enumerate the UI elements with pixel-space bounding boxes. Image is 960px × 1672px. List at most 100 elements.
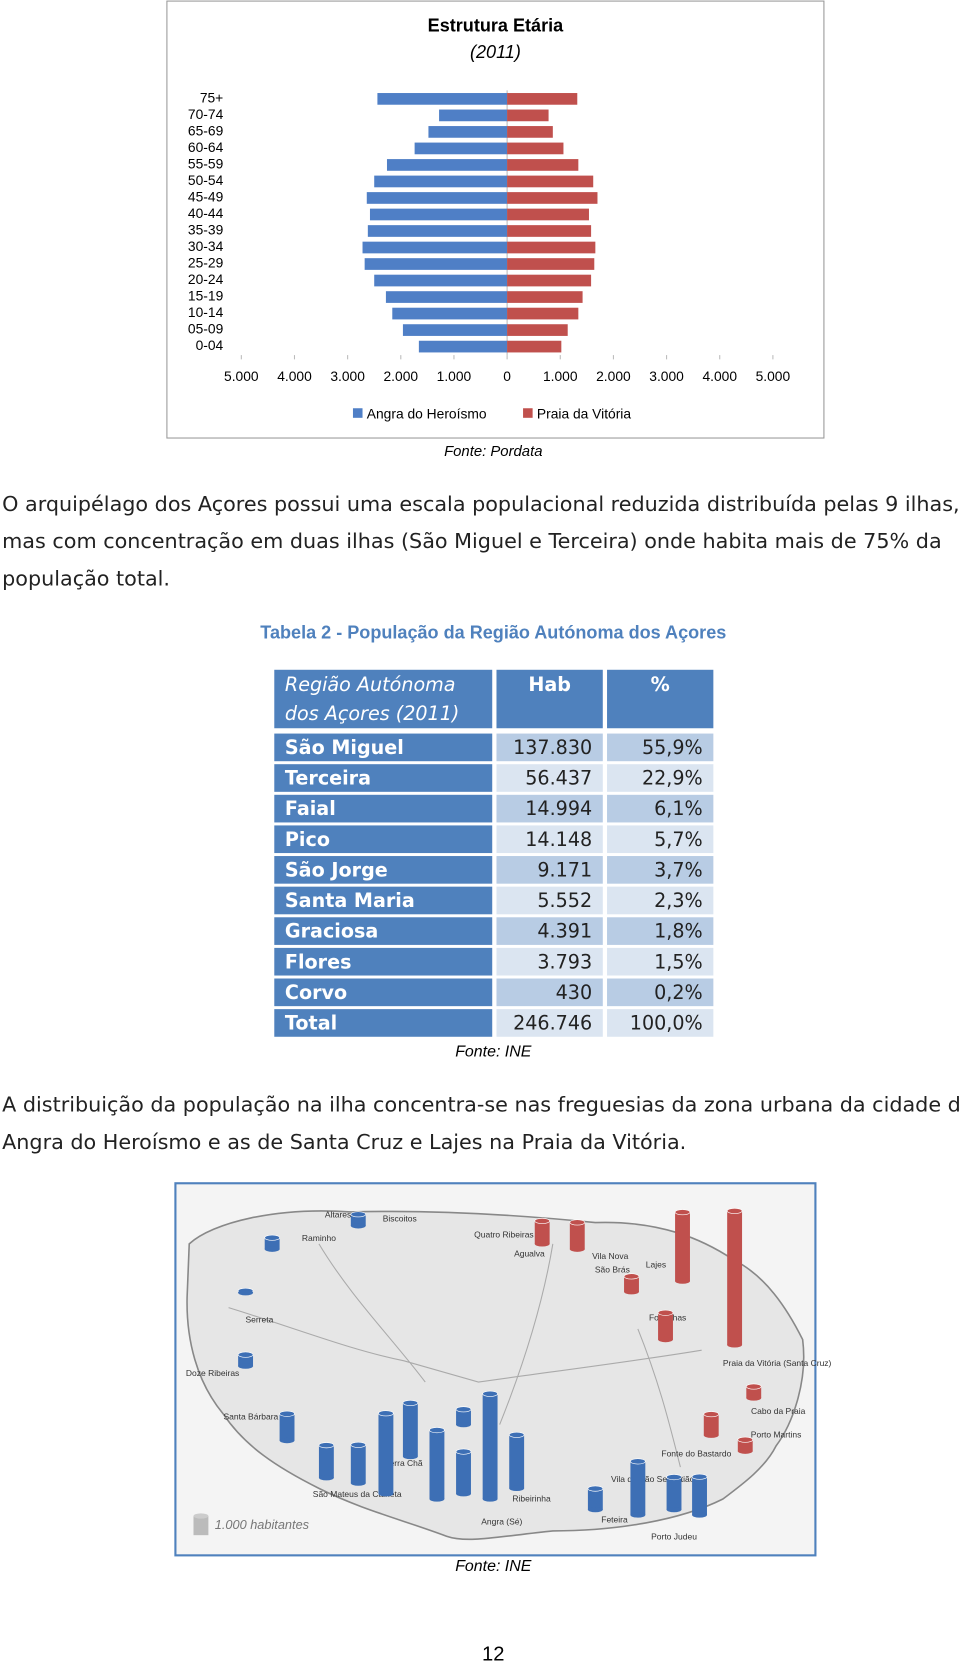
table-cell xyxy=(607,825,714,854)
category-label: 75+ xyxy=(200,90,223,106)
table-header-text: % xyxy=(651,673,670,696)
category-label: 65-69 xyxy=(188,123,224,139)
table-cell xyxy=(496,825,603,854)
table-cell-text: São Miguel xyxy=(285,736,404,759)
table-cell-text: 430 xyxy=(556,981,593,1004)
category-label: 50-54 xyxy=(188,172,224,188)
map-bar-top xyxy=(237,1351,254,1358)
map-label: Porto Martins xyxy=(751,1429,802,1439)
paragraph-line: A distribuição da população na ilha conc… xyxy=(2,1093,960,1117)
map-bar xyxy=(630,1461,646,1515)
table-cell xyxy=(496,947,603,976)
category-label: 20-24 xyxy=(188,271,224,287)
table-cell xyxy=(607,978,714,1007)
map-bar xyxy=(482,1393,498,1500)
map-bar-top xyxy=(455,1406,472,1413)
bar xyxy=(374,274,508,287)
table-cell-text: Pico xyxy=(285,828,330,851)
map-label: São Mateus da Calheta xyxy=(313,1489,402,1499)
map-label: Serreta xyxy=(245,1315,273,1325)
table-cell xyxy=(607,947,714,976)
legend-swatch xyxy=(352,408,363,418)
map-bar-top xyxy=(429,1427,445,1434)
table-cell xyxy=(496,856,603,884)
table-cell xyxy=(274,978,493,1007)
bar xyxy=(507,258,595,270)
bar xyxy=(507,274,592,287)
paragraph-line: mas com concentração em duas ilhas (São … xyxy=(2,529,942,553)
table-cell-text: 56.437 xyxy=(525,767,592,790)
map-bar-base xyxy=(402,1453,418,1460)
table-cell-text: 14.148 xyxy=(525,828,592,851)
bar xyxy=(377,93,508,105)
map-label: Lajes xyxy=(646,1259,666,1269)
bar xyxy=(507,340,562,353)
map-bar-base xyxy=(624,1289,639,1295)
category-label: 70-74 xyxy=(188,106,224,122)
map-bar xyxy=(746,1386,762,1399)
map-bar xyxy=(624,1276,639,1292)
table-cell-text: 2,3% xyxy=(654,889,703,912)
table-cell xyxy=(607,856,714,884)
category-label: 0-04 xyxy=(196,337,224,353)
map-source: Fonte: INE xyxy=(455,1558,532,1575)
map-label: Altares xyxy=(325,1209,351,1219)
table-cell-text: 22,9% xyxy=(642,767,703,790)
bar xyxy=(507,93,578,105)
table-cell xyxy=(274,856,493,884)
paragraph-line: O arquipélago dos Açores possui uma esca… xyxy=(2,492,959,516)
table-cell-text: São Jorge xyxy=(285,858,388,881)
map-bar-top xyxy=(737,1436,754,1443)
map-bar xyxy=(279,1413,295,1441)
map-label: Vila de São Sebastião xyxy=(611,1474,695,1484)
table-cell xyxy=(607,764,714,792)
bar xyxy=(507,225,592,237)
map-bar-base xyxy=(509,1485,525,1492)
map-label: Porto Judeu xyxy=(651,1532,697,1542)
map-bar-base xyxy=(569,1246,585,1252)
bar xyxy=(386,159,508,171)
table-cell-text: 3,7% xyxy=(654,858,703,881)
table-cell-text: 6,1% xyxy=(654,797,703,820)
table-cell-text: Terceira xyxy=(285,767,371,790)
map-bar-top xyxy=(745,1383,762,1390)
map-bar-top xyxy=(264,1234,280,1241)
bar xyxy=(507,208,589,221)
map-bar xyxy=(264,1237,280,1250)
map-bar-top xyxy=(587,1485,604,1492)
map-bar-top xyxy=(455,1448,472,1455)
category-label: 05-09 xyxy=(188,321,224,337)
legend-swatch xyxy=(523,408,533,418)
bar xyxy=(428,126,508,138)
map-bar-base xyxy=(429,1496,445,1502)
bar xyxy=(439,109,508,122)
table-cell-text: Corvo xyxy=(285,981,347,1004)
category-label: 25-29 xyxy=(188,255,224,271)
map-bar xyxy=(429,1430,445,1500)
map-bar-base xyxy=(350,1480,366,1486)
map-bar xyxy=(350,1214,366,1226)
map-legend-swatch xyxy=(193,1516,209,1536)
bar xyxy=(507,109,549,122)
map-bar-base xyxy=(666,1506,682,1513)
map-bar xyxy=(737,1439,753,1452)
category-label: 15-19 xyxy=(188,288,224,304)
bar xyxy=(366,192,508,204)
map-label: Cabo da Praia xyxy=(751,1406,806,1416)
table-header-cell xyxy=(496,669,603,729)
category-label: 30-34 xyxy=(188,238,224,254)
table-cell xyxy=(496,886,603,915)
table-cell-text: 0,2% xyxy=(654,981,703,1004)
bar xyxy=(418,340,508,353)
page-number: 12 xyxy=(482,1644,504,1666)
bar xyxy=(367,225,508,237)
table-cell-text: 100,0% xyxy=(630,1012,703,1035)
map-bar xyxy=(692,1476,707,1515)
table-cell-text: Faial xyxy=(285,797,336,820)
map-label: Santa Bárbara xyxy=(223,1411,278,1421)
map-label: Feteira xyxy=(601,1515,628,1525)
table-cell-text: 246.746 xyxy=(513,1012,592,1035)
table-cell xyxy=(274,886,493,915)
table-cell xyxy=(496,733,603,762)
